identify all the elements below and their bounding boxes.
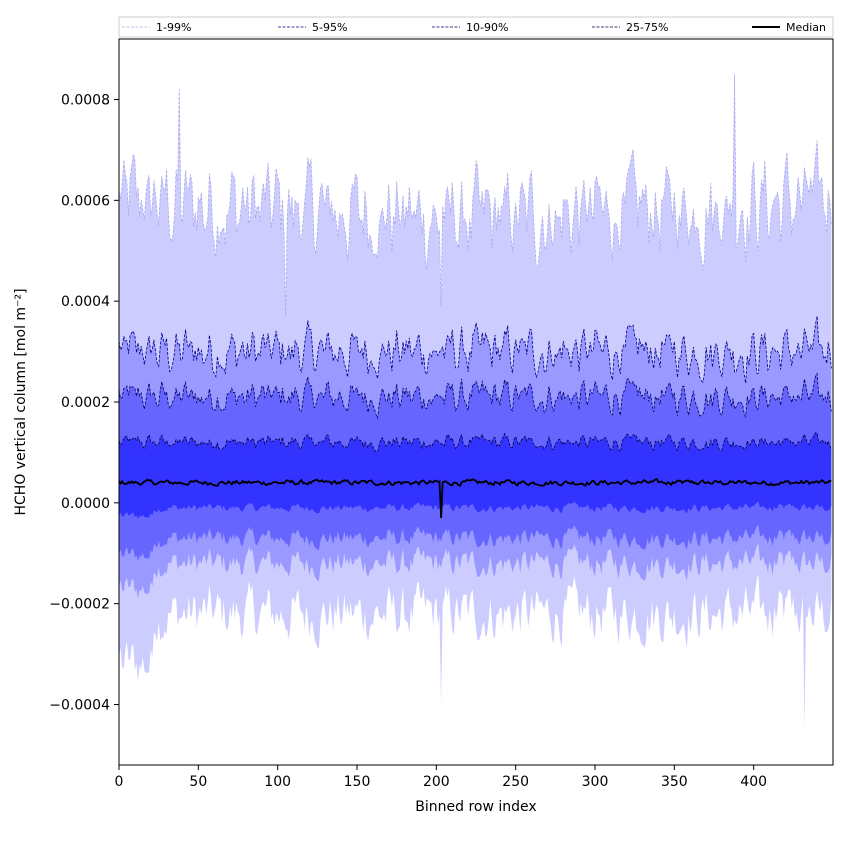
band-upper-edge-10-90% [119, 372, 832, 420]
y-tick-label: 0.0004 [61, 294, 110, 310]
legend-entry: 25-75% [626, 21, 668, 34]
band-upper-edge-5-95% [119, 316, 832, 384]
legend: 1-99% 5-95% 10-90% 25-75% Median [118, 16, 834, 38]
y-tick-label: −0.0002 [49, 597, 110, 613]
legend-entry: 1-99% [156, 21, 191, 34]
y-tick-label: 0.0002 [61, 395, 110, 411]
y-axis-ticks: −0.0004 −0.0002 0.0000 0.0002 0.0004 0.0006 0.… [49, 93, 119, 714]
x-tick-label: 200 [423, 774, 450, 790]
band-upper-edge-1-99% [119, 74, 832, 317]
y-tick-label: −0.0004 [49, 698, 110, 714]
median-series [119, 478, 832, 519]
legend-entry: 5-95% [312, 21, 347, 34]
x-axis-label: Binned row index [415, 799, 536, 815]
y-tick-label: 0.0006 [61, 193, 110, 209]
x-tick-label: 50 [189, 774, 207, 790]
x-tick-label: 100 [264, 774, 291, 790]
y-tick-label: 0.0000 [61, 496, 110, 512]
band-edge-lines [119, 74, 832, 453]
x-tick-label: 0 [115, 774, 124, 790]
x-tick-label: 300 [582, 774, 609, 790]
band-25-75% [119, 432, 832, 519]
band-upper-edge-25-75% [119, 432, 832, 453]
y-axis-label: HCHO vertical column [mol m⁻²] [13, 288, 29, 515]
median-line [119, 478, 832, 519]
x-tick-label: 400 [740, 774, 767, 790]
legend-box [118, 16, 834, 38]
x-tick-label: 150 [344, 774, 371, 790]
x-tick-label: 250 [502, 774, 529, 790]
percentile-bands [119, 74, 832, 730]
legend-entry: Median [786, 21, 826, 34]
legend-entry: 10-90% [466, 21, 508, 34]
y-tick-label: 0.0008 [61, 93, 110, 109]
x-axis-ticks: 0 50 100 150 200 250 300 350 400 [115, 765, 767, 790]
x-tick-label: 350 [661, 774, 688, 790]
